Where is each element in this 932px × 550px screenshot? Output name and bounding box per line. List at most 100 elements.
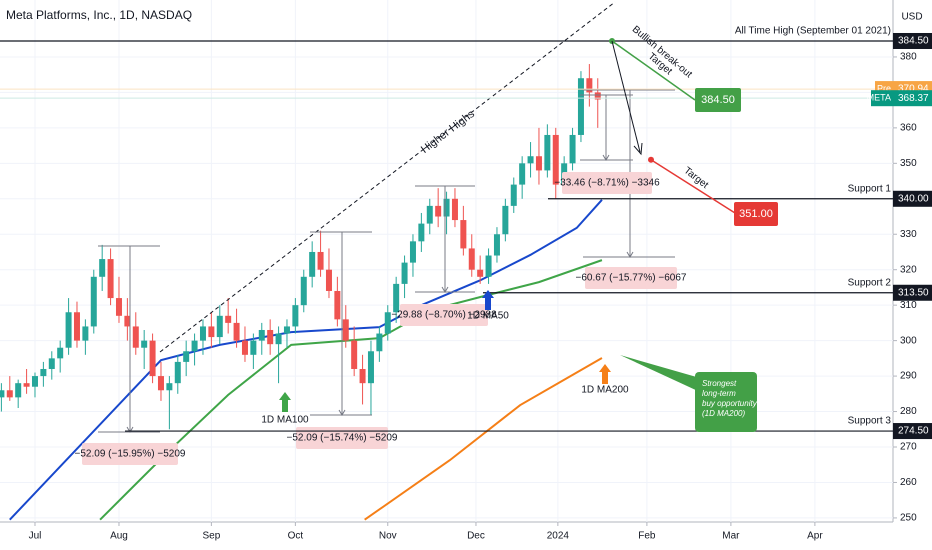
last-name: META: [867, 93, 891, 103]
candle-body: [99, 259, 106, 277]
candle-body: [468, 248, 475, 270]
callout-text: long-term: [702, 389, 736, 398]
candle-body: [31, 376, 38, 387]
candle-body: [418, 223, 425, 242]
candle-body: [594, 92, 601, 100]
candle-body: [250, 340, 257, 355]
last-tag: [893, 90, 932, 107]
callout-box: [695, 372, 757, 432]
candle-body: [65, 312, 72, 348]
last-tag-label: 368.37: [898, 93, 929, 104]
chart-title: Meta Platforms, Inc., 1D, NASDAQ: [6, 8, 192, 22]
candle-body: [166, 383, 173, 391]
candle-body: [174, 361, 181, 384]
level-tag: [893, 190, 932, 207]
candle-body: [317, 251, 324, 270]
x-tick-label: Jul: [29, 531, 42, 542]
target-line: [650, 159, 736, 214]
y-tick-label: 250: [900, 513, 917, 524]
candle-body: [183, 351, 190, 362]
candle-body: [351, 340, 358, 369]
candle-body: [477, 269, 484, 277]
candle-body: [460, 220, 467, 249]
target-line: [611, 40, 696, 101]
target-label: 351.00: [739, 208, 773, 220]
x-tick-label: Mar: [722, 531, 740, 542]
x-tick-label: Aug: [110, 531, 128, 542]
candle-body: [157, 376, 164, 391]
y-tick-label: 310: [900, 300, 917, 311]
trend-line: [159, 1, 616, 353]
candle-body: [82, 326, 89, 341]
candle-body: [393, 283, 400, 313]
y-tick-label: 270: [900, 442, 917, 453]
measure-label: −60.67 (−15.77%) −6067: [576, 273, 687, 284]
candle-body: [325, 269, 332, 291]
candle-body: [519, 163, 526, 185]
ma-arrow: [482, 290, 494, 310]
candle-body: [132, 326, 139, 348]
candle-body: [586, 78, 593, 93]
level-name: Support 1: [848, 183, 892, 194]
candle-body: [208, 326, 215, 338]
level-tag-label: 274.50: [898, 426, 929, 437]
candle-body: [443, 198, 450, 217]
candle-body: [15, 383, 22, 398]
candle-body: [485, 255, 492, 277]
x-tick-label: Sep: [202, 531, 220, 542]
candle-body: [334, 290, 341, 320]
x-tick-label: Apr: [807, 531, 823, 542]
candle-body: [426, 205, 433, 224]
y-tick-label: 380: [900, 52, 917, 63]
candle-body: [493, 234, 500, 256]
candle-body: [40, 368, 47, 377]
candle-body: [48, 358, 55, 369]
level-name: Support 2: [848, 277, 892, 288]
candle-body: [300, 276, 307, 306]
candle-body: [6, 390, 13, 398]
pre-tag-label: 370.94: [898, 84, 929, 95]
candle-body: [527, 156, 534, 164]
target-box: [695, 88, 741, 112]
candle-body: [23, 383, 30, 387]
level-tag-label: 384.50: [898, 36, 929, 47]
target-box: [734, 202, 778, 226]
candle-body: [569, 134, 576, 164]
pre-name: Pre: [877, 83, 891, 93]
y-tick-label: 330: [900, 229, 917, 240]
arrow-line: [611, 40, 641, 153]
level-tag-label: 313.50: [898, 287, 929, 298]
y-tick-label: 290: [900, 371, 917, 382]
candle-body: [359, 368, 366, 384]
measure-label: −33.46 (−8.71%) −3346: [554, 178, 660, 189]
y-tick-label: 350: [900, 158, 917, 169]
candle-body: [241, 340, 248, 355]
ma-arrow: [599, 364, 611, 384]
candle-body: [544, 134, 551, 171]
candle-body: [199, 326, 206, 341]
callout-pointer: [620, 355, 700, 392]
candle-body: [149, 340, 156, 377]
ma-arrow: [279, 392, 291, 412]
x-tick-label: Dec: [467, 531, 485, 542]
callout-text: Strongest: [702, 379, 737, 388]
ma-label: 1D MA200: [581, 385, 629, 396]
candle-body: [107, 259, 114, 299]
candle-body: [275, 333, 282, 345]
candle-body: [409, 241, 416, 263]
candle-body: [258, 329, 265, 341]
candle-body: [309, 251, 316, 277]
candle-body: [124, 315, 131, 327]
currency: USD: [901, 12, 922, 23]
measure-label: −52.09 (−15.74%) −5209: [287, 433, 398, 444]
candle-body: [216, 315, 223, 338]
candle-body: [283, 326, 290, 334]
candle-body: [191, 340, 198, 352]
x-tick-label: Feb: [638, 531, 656, 542]
level-tag-label: 340.00: [898, 193, 929, 204]
candle-body: [292, 305, 299, 327]
candle-body: [376, 333, 383, 352]
candle-body: [401, 262, 408, 284]
